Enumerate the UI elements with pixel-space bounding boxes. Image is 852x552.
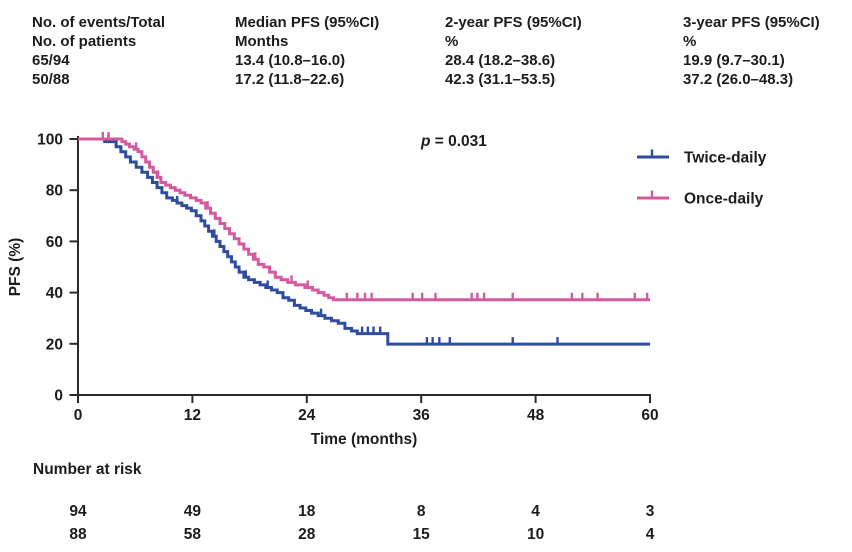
risk-count: 88 <box>69 526 87 543</box>
x-tick-label: 0 <box>74 407 83 424</box>
y-tick-label: 40 <box>46 285 63 302</box>
x-tick-label: 24 <box>298 407 316 424</box>
risk-count: 10 <box>527 526 544 543</box>
y-tick-label: 100 <box>37 132 63 149</box>
legend: Twice-daily Once-daily <box>637 149 767 208</box>
number-at-risk-rows: 94 49 18 8 4 3 88 58 28 15 10 4 <box>69 503 654 543</box>
y-axis-title: PFS (%) <box>7 238 24 297</box>
x-tick-label: 60 <box>641 407 658 424</box>
km-curves <box>78 132 650 346</box>
y-tick-label: 80 <box>46 183 63 200</box>
legend-item-twice-daily: Twice-daily <box>637 149 767 167</box>
km-curve-twice-daily <box>78 137 650 346</box>
risk-count: 18 <box>298 503 316 520</box>
summary-cell: Median PFS (95%CI) <box>235 14 380 31</box>
summary-cell: 13.4 (10.8–16.0) <box>235 52 346 69</box>
p-value-symbol: p <box>420 133 430 150</box>
axis-ticks: 0 12 24 36 48 60 0 20 40 60 80 100 <box>37 132 659 425</box>
x-tick-label: 12 <box>184 407 201 424</box>
x-tick-label: 48 <box>527 407 545 424</box>
legend-label: Once-daily <box>684 191 764 208</box>
summary-cell: 3-year PFS (95%CI) <box>683 14 820 31</box>
risk-count: 4 <box>531 503 540 520</box>
risk-count: 4 <box>646 526 655 543</box>
number-at-risk-title: Number at risk <box>33 461 142 478</box>
x-axis-title: Time (months) <box>311 431 418 448</box>
risk-count: 58 <box>184 526 202 543</box>
risk-count: 49 <box>184 503 202 520</box>
censor-marks-once-daily <box>101 132 649 299</box>
summary-cell: 50/88 <box>32 71 70 88</box>
summary-column-events: No. of events/Total No. of patients 65/9… <box>32 13 165 89</box>
x-tick-label: 36 <box>413 407 431 424</box>
summary-cell: No. of events/Total <box>32 14 166 31</box>
summary-column-2year: 2-year PFS (95%CI) % 28.4 (18.2–38.6) 42… <box>445 13 582 89</box>
summary-cell: No. of patients <box>32 33 137 50</box>
summary-cell: 17.2 (11.8–22.6) <box>235 71 345 88</box>
p-value-annotation: p = 0.031 <box>420 133 487 150</box>
censor-marks-twice-daily <box>107 134 559 344</box>
risk-count: 28 <box>298 526 316 543</box>
summary-cell: % <box>683 33 697 50</box>
km-curve-once-daily <box>78 137 650 302</box>
summary-column-3year: 3-year PFS (95%CI) % 19.9 (9.7–30.1) 37.… <box>683 13 820 89</box>
risk-count: 94 <box>69 503 87 520</box>
summary-cell: 37.2 (26.0–48.3) <box>683 71 794 88</box>
y-tick-label: 20 <box>46 336 63 353</box>
summary-cell: % <box>445 33 459 50</box>
risk-count: 3 <box>646 503 655 520</box>
risk-count: 15 <box>413 526 431 543</box>
y-tick-label: 60 <box>46 234 63 251</box>
summary-cell: Months <box>235 33 289 50</box>
legend-item-once-daily: Once-daily <box>637 190 764 208</box>
summary-cell: 19.9 (9.7–30.1) <box>683 52 785 69</box>
summary-column-median: Median PFS (95%CI) Months 13.4 (10.8–16.… <box>235 13 379 89</box>
legend-label: Twice-daily <box>684 150 767 167</box>
y-tick-label: 0 <box>54 388 63 405</box>
p-value-number: = 0.031 <box>430 133 487 150</box>
risk-count: 8 <box>417 503 426 520</box>
summary-cell: 65/94 <box>32 52 70 69</box>
summary-cell: 28.4 (18.2–38.6) <box>445 52 556 69</box>
summary-cell: 42.3 (31.1–53.5) <box>445 71 556 88</box>
summary-cell: 2-year PFS (95%CI) <box>445 14 582 31</box>
